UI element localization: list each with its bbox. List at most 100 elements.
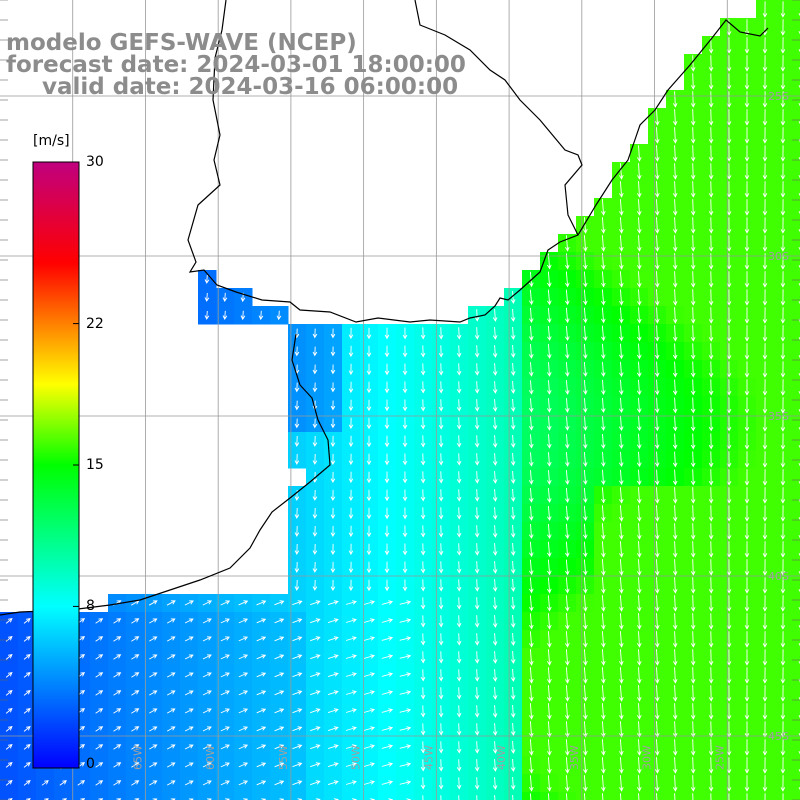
wind-arrow [654, 649, 660, 666]
wind-arrow [780, 559, 786, 576]
wind-arrow [166, 600, 176, 606]
wind-arrow [492, 363, 498, 376]
wind-arrow [529, 559, 534, 576]
wind-arrow [184, 654, 194, 660]
wind-arrow [690, 397, 696, 414]
wind-arrow [274, 636, 285, 642]
wind-arrow [220, 708, 230, 714]
wind-arrow [744, 199, 750, 216]
wind-arrow [222, 310, 228, 321]
wind-cell [792, 180, 800, 199]
wind-arrow [744, 145, 750, 162]
wind-arrow [583, 235, 588, 252]
wind-arrow [762, 415, 768, 432]
wind-cell [36, 792, 55, 800]
wind-arrow [204, 274, 210, 284]
wind-arrow [744, 73, 750, 90]
wind-arrow [345, 708, 357, 713]
wind-arrow [474, 381, 480, 394]
wind-arrow [381, 636, 394, 641]
wind-arrow [601, 505, 606, 522]
wind-arrow [238, 690, 249, 696]
wind-arrow [762, 613, 768, 630]
wind-arrow [294, 543, 300, 555]
wind-arrow [420, 507, 426, 520]
wind-arrow [637, 163, 642, 180]
wind-arrow [637, 595, 642, 612]
wind-arrow [654, 613, 660, 630]
wind-arrow [672, 721, 678, 738]
wind-arrow [256, 744, 267, 750]
wind-arrow [238, 780, 249, 786]
wind-arrow [565, 505, 570, 522]
wind-arrow [348, 471, 354, 484]
wind-arrow [363, 636, 376, 641]
wind-arrow [220, 600, 231, 606]
wind-arrow [474, 687, 480, 700]
wind-arrow [654, 361, 660, 378]
longitude-label: 45W [422, 745, 435, 770]
wind-arrow [23, 726, 31, 732]
wind-arrow [780, 739, 786, 756]
wind-arrow [744, 325, 750, 342]
wind-arrow [636, 379, 642, 396]
colorbar-tick-label: 30 [86, 154, 104, 170]
wind-arrow [619, 487, 624, 504]
wind-cell [522, 792, 541, 800]
wind-arrow [546, 398, 552, 413]
wind-arrow [220, 780, 230, 786]
wind-arrow [654, 307, 660, 324]
wind-arrow [708, 469, 714, 486]
wind-arrow [619, 613, 624, 630]
wind-arrow [637, 217, 642, 234]
wind-arrow [5, 636, 13, 642]
wind-cell [792, 252, 800, 271]
wind-arrow [637, 199, 642, 216]
wind-arrow [345, 726, 357, 731]
wind-arrow [780, 487, 786, 504]
wind-arrow [510, 344, 516, 358]
wind-cell [792, 558, 800, 577]
wind-arrow [672, 685, 678, 702]
wind-arrow [654, 775, 660, 792]
wind-arrow [708, 685, 714, 702]
wind-arrow [690, 685, 696, 702]
wind-arrow [363, 618, 376, 623]
wind-arrow [456, 687, 462, 700]
latitude-label: 40S [768, 570, 789, 583]
wind-arrow [762, 55, 768, 72]
wind-arrow [601, 523, 606, 540]
wind-arrow [565, 470, 570, 485]
wind-arrow [672, 361, 678, 378]
wind-arrow [708, 505, 714, 522]
wind-arrow [708, 127, 714, 144]
wind-arrow [202, 744, 212, 750]
wind-arrow [510, 380, 516, 394]
wind-arrow [456, 669, 462, 682]
wind-arrow [494, 795, 496, 800]
wind-arrow [547, 488, 552, 503]
wind-arrow [583, 685, 588, 702]
wind-arrow [565, 343, 570, 359]
wind-arrow [762, 451, 768, 468]
wind-arrow [690, 415, 696, 432]
wind-arrow [310, 654, 321, 660]
wind-arrow [601, 343, 606, 360]
wind-arrow [708, 325, 714, 342]
wind-cell [792, 720, 800, 739]
wind-arrow [762, 379, 768, 396]
wind-arrow [601, 397, 606, 413]
wind-arrow [636, 325, 642, 342]
wind-arrow [708, 145, 714, 162]
wind-arrow [744, 271, 750, 288]
wind-arrow [690, 505, 696, 522]
wind-arrow [547, 685, 552, 702]
longitude-label: 40W [495, 745, 508, 770]
wind-arrow [726, 379, 732, 396]
wind-arrow [348, 453, 354, 466]
wind-arrow [744, 703, 750, 720]
wind-arrow [402, 543, 408, 556]
wind-arrow [672, 289, 678, 306]
wind-arrow [327, 780, 339, 786]
wind-arrow [708, 163, 714, 180]
